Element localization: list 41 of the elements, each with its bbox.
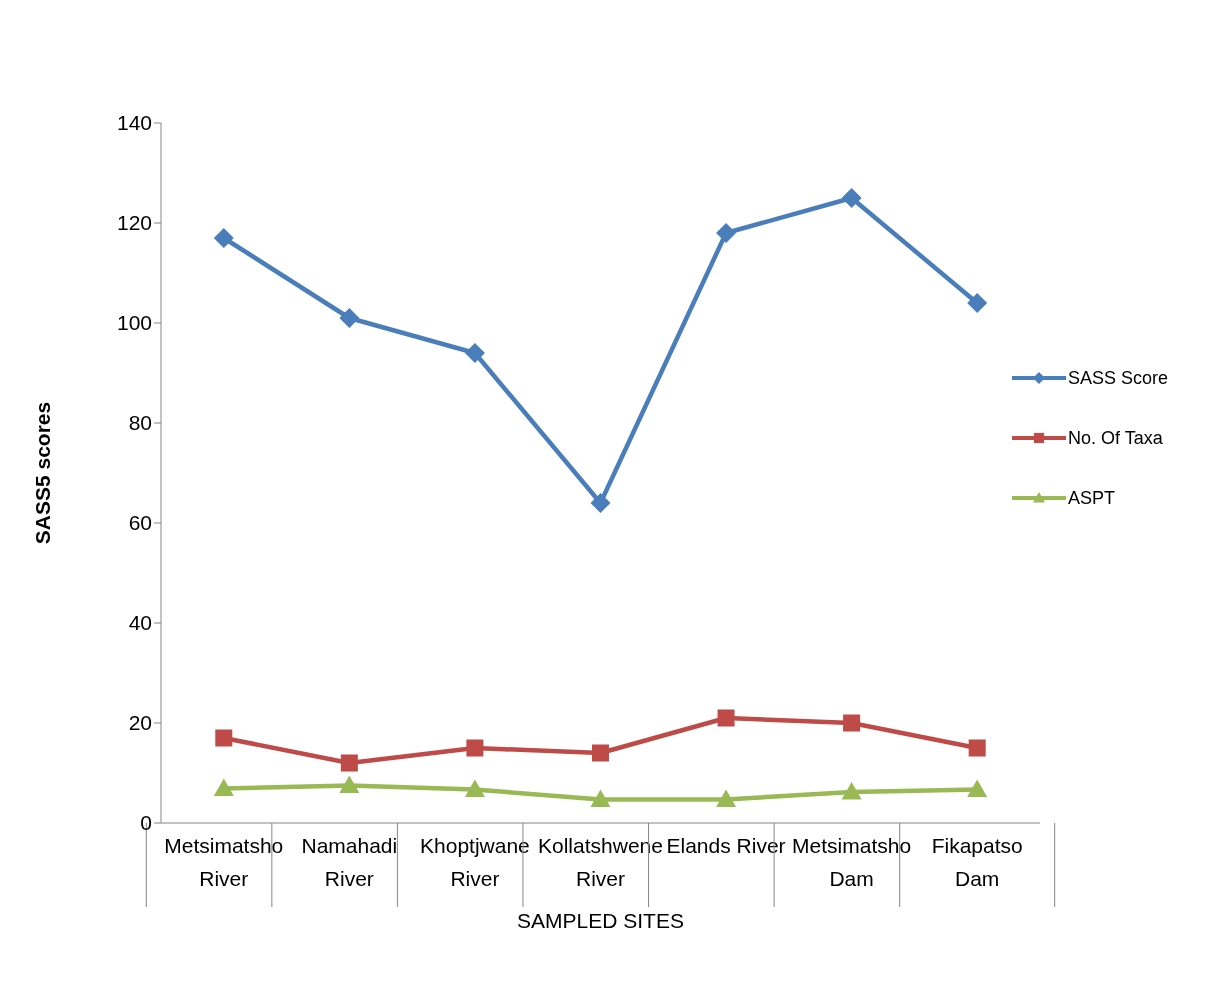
y-tick-label: 140 [116, 111, 152, 135]
point [339, 308, 360, 328]
point [967, 779, 988, 797]
legend-label: No. Of Taxa [1067, 427, 1163, 449]
y-tick-label: 80 [128, 411, 152, 435]
x-tick-label: Metsimatsho Dam [792, 834, 912, 890]
point [590, 493, 611, 513]
point [466, 739, 484, 757]
point [843, 714, 861, 732]
legend-label: SASS Score [1067, 367, 1168, 389]
point [464, 343, 485, 363]
point [967, 293, 988, 313]
x-tick-label: Metsimatsho River [164, 834, 284, 890]
y-tick-label: 120 [116, 211, 152, 235]
point [717, 709, 735, 727]
point [716, 789, 737, 807]
y-tick-label: 0 [140, 811, 152, 835]
y-tick-label: 100 [116, 311, 152, 335]
point [968, 739, 986, 757]
point [213, 228, 234, 248]
y-tick-label: 20 [128, 711, 152, 735]
point [340, 754, 358, 772]
x-tick-label: Kollatshwene River [538, 834, 663, 890]
point [590, 789, 611, 807]
x-tick-label: Namahadi River [301, 834, 398, 890]
x-tick-label: Khoptjwane River [420, 834, 530, 890]
point [213, 778, 234, 796]
point [841, 188, 862, 208]
x-tick-label: Elands River [666, 834, 786, 857]
point [841, 782, 862, 800]
point [215, 729, 233, 747]
x-axis-title: SAMPLED SITES [517, 909, 684, 932]
legend-label: ASPT [1067, 487, 1115, 509]
point [591, 744, 609, 762]
point [716, 223, 737, 243]
x-tick-label: Fikapatso Dam [931, 834, 1023, 890]
y-axis-title: SASS5 scores [31, 401, 55, 545]
point [339, 775, 360, 793]
y-tick-label: 60 [128, 511, 152, 535]
point [464, 779, 485, 797]
y-tick-label: 40 [128, 611, 152, 635]
